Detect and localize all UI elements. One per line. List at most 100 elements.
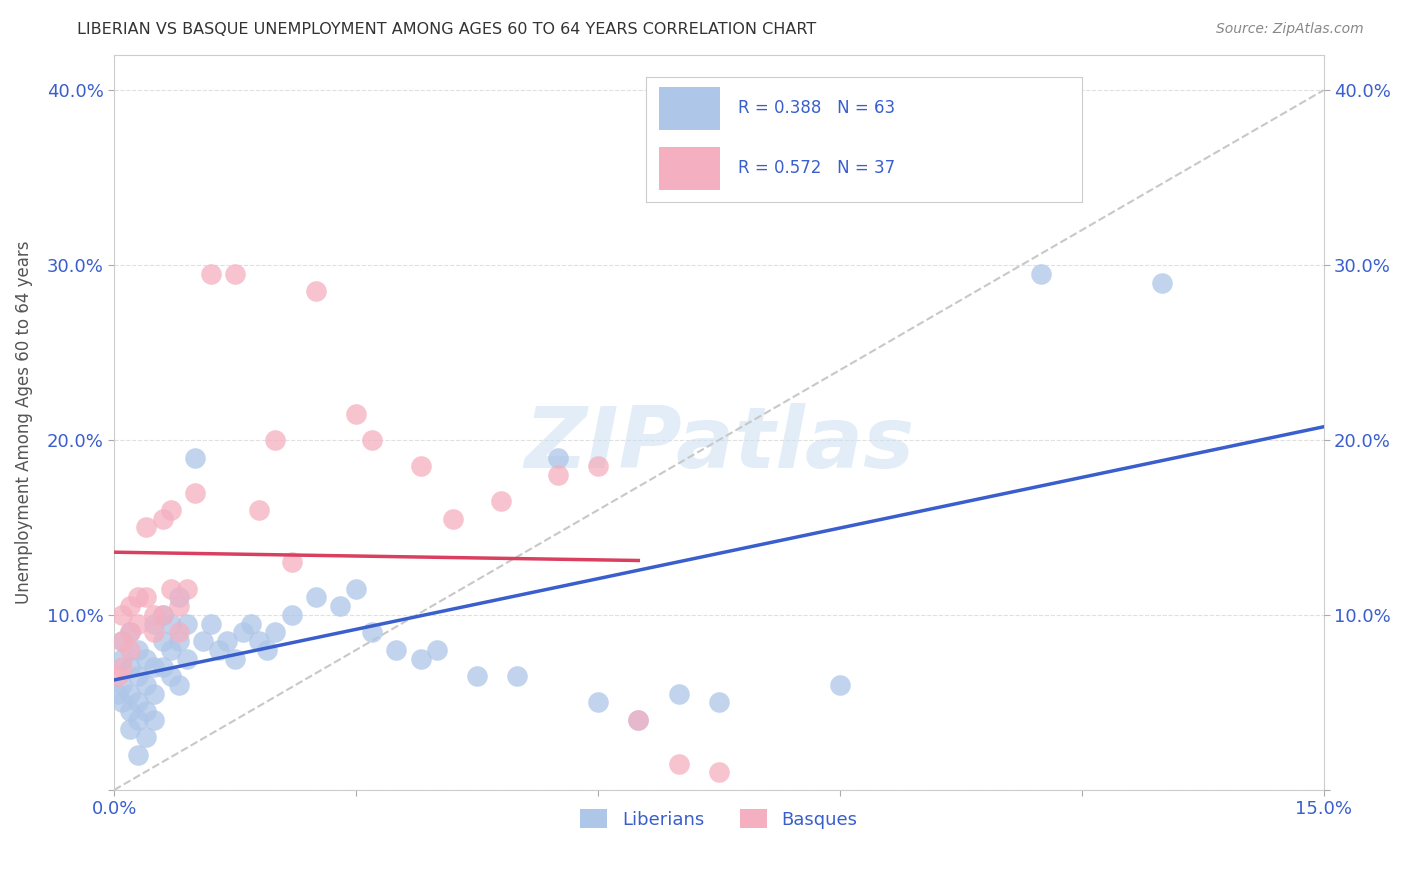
Point xyxy=(264,625,287,640)
Point xyxy=(176,616,198,631)
Point xyxy=(176,582,198,596)
Point xyxy=(184,450,207,465)
Point xyxy=(120,687,142,701)
Point xyxy=(111,607,134,622)
Point xyxy=(627,713,650,727)
Point xyxy=(120,625,142,640)
Point xyxy=(135,704,157,718)
Point xyxy=(127,669,149,683)
Point xyxy=(344,582,367,596)
Point xyxy=(159,643,181,657)
Point xyxy=(305,285,328,299)
Text: LIBERIAN VS BASQUE UNEMPLOYMENT AMONG AGES 60 TO 64 YEARS CORRELATION CHART: LIBERIAN VS BASQUE UNEMPLOYMENT AMONG AG… xyxy=(77,22,817,37)
Point xyxy=(143,625,166,640)
Point xyxy=(828,678,851,692)
Point xyxy=(707,765,730,780)
Point xyxy=(135,520,157,534)
Point xyxy=(247,503,270,517)
Point xyxy=(344,407,367,421)
Point xyxy=(159,616,181,631)
Point xyxy=(176,651,198,665)
Point xyxy=(240,616,263,631)
Point xyxy=(127,643,149,657)
Point xyxy=(135,678,157,692)
Point xyxy=(426,643,449,657)
Point xyxy=(107,669,129,683)
Point xyxy=(409,651,432,665)
Point xyxy=(329,599,352,614)
Point xyxy=(232,625,254,640)
Point xyxy=(111,695,134,709)
Point xyxy=(409,459,432,474)
Text: ZIPatlas: ZIPatlas xyxy=(524,403,914,486)
Point xyxy=(167,591,190,605)
Point xyxy=(1152,276,1174,290)
Point xyxy=(111,634,134,648)
Point xyxy=(167,634,190,648)
Point xyxy=(143,607,166,622)
Point xyxy=(707,695,730,709)
Point xyxy=(135,591,157,605)
Point xyxy=(489,494,512,508)
Point xyxy=(224,267,246,281)
Point xyxy=(127,713,149,727)
Point xyxy=(152,607,174,622)
Point xyxy=(441,512,464,526)
Point xyxy=(668,756,690,771)
Point xyxy=(200,616,222,631)
Point xyxy=(159,582,181,596)
Text: Source: ZipAtlas.com: Source: ZipAtlas.com xyxy=(1216,22,1364,37)
Point xyxy=(627,713,650,727)
Point xyxy=(1031,267,1053,281)
Point xyxy=(120,704,142,718)
Point xyxy=(668,687,690,701)
Point xyxy=(191,634,214,648)
Point xyxy=(208,643,231,657)
Point xyxy=(167,599,190,614)
Point xyxy=(111,660,134,674)
Point xyxy=(586,695,609,709)
Point xyxy=(120,599,142,614)
Point xyxy=(143,616,166,631)
Point xyxy=(152,512,174,526)
Point xyxy=(159,503,181,517)
Point xyxy=(167,678,190,692)
Point xyxy=(111,651,134,665)
Point xyxy=(184,485,207,500)
Point xyxy=(305,591,328,605)
Point xyxy=(506,669,529,683)
Point xyxy=(107,687,129,701)
Point xyxy=(127,616,149,631)
Point xyxy=(135,731,157,745)
Point xyxy=(224,651,246,665)
Point xyxy=(247,634,270,648)
Point xyxy=(586,459,609,474)
Point xyxy=(127,591,149,605)
Point xyxy=(280,607,302,622)
Point xyxy=(159,669,181,683)
Point xyxy=(361,625,384,640)
Point xyxy=(361,433,384,447)
Point xyxy=(111,634,134,648)
Point xyxy=(200,267,222,281)
Point xyxy=(167,625,190,640)
Point xyxy=(280,556,302,570)
Y-axis label: Unemployment Among Ages 60 to 64 years: Unemployment Among Ages 60 to 64 years xyxy=(15,241,32,604)
Point xyxy=(120,660,142,674)
Point xyxy=(465,669,488,683)
Point xyxy=(547,468,569,483)
Point xyxy=(217,634,239,648)
Legend: Liberians, Basques: Liberians, Basques xyxy=(574,802,865,836)
Point xyxy=(120,722,142,736)
Point xyxy=(256,643,278,657)
Point xyxy=(127,695,149,709)
Point xyxy=(547,450,569,465)
Point xyxy=(152,634,174,648)
Point xyxy=(111,678,134,692)
Point xyxy=(143,660,166,674)
Point xyxy=(143,713,166,727)
Point xyxy=(120,643,142,657)
Point xyxy=(152,660,174,674)
Point xyxy=(143,687,166,701)
Point xyxy=(120,625,142,640)
